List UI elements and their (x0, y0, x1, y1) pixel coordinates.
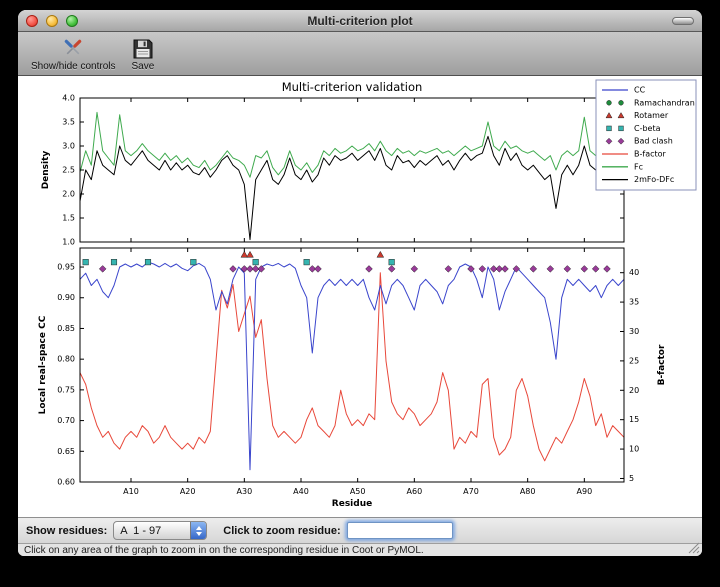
svg-text:A10: A10 (123, 487, 139, 496)
save-icon (132, 36, 154, 60)
svg-text:0.75: 0.75 (57, 385, 75, 394)
close-button[interactable] (26, 15, 38, 27)
svg-text:0.65: 0.65 (57, 447, 75, 456)
svg-text:40: 40 (629, 268, 639, 277)
svg-text:2.0: 2.0 (62, 190, 75, 199)
svg-text:Bad clash: Bad clash (634, 137, 673, 146)
svg-text:0.70: 0.70 (57, 416, 75, 425)
svg-text:A50: A50 (350, 487, 366, 496)
save-button[interactable]: Save (127, 34, 160, 74)
toolbar-button-label: Save (131, 60, 155, 72)
toolbar: Show/hide controls Save (18, 32, 702, 76)
resize-grip[interactable] (687, 541, 700, 554)
svg-text:Residue: Residue (332, 499, 372, 509)
titlebar[interactable]: Multi-criterion plot (18, 10, 702, 32)
svg-text:20: 20 (629, 386, 639, 395)
svg-text:4.0: 4.0 (62, 94, 75, 103)
popup-stepper-icon (190, 522, 207, 539)
svg-text:1.5: 1.5 (62, 214, 75, 223)
plot-area[interactable]: 1.0 1.5 2.0 2.5 3.0 3.5 4.0 0.60 0.65 0.70 0.75 0.8… (18, 76, 702, 517)
zoom-window-button[interactable] (66, 15, 78, 27)
svg-text:3.0: 3.0 (62, 142, 75, 151)
svg-text:A60: A60 (407, 487, 423, 496)
svg-text:Fc: Fc (634, 162, 643, 171)
show-residues-value: A 1 - 97 (120, 524, 162, 537)
svg-text:15: 15 (629, 415, 639, 424)
controls-bar: Show residues: A 1 - 97 Click to zoom re… (18, 517, 702, 543)
svg-text:A90: A90 (577, 487, 593, 496)
svg-text:B-factor: B-factor (634, 150, 667, 159)
svg-text:Local real-space CC: Local real-space CC (38, 315, 48, 414)
svg-text:2mFo-DFc: 2mFo-DFc (634, 175, 674, 184)
svg-text:10: 10 (629, 445, 639, 454)
svg-text:A70: A70 (463, 487, 479, 496)
svg-text:35: 35 (629, 298, 639, 307)
show-hide-controls-button[interactable]: Show/hide controls (26, 34, 121, 74)
zoom-residue-label: Click to zoom residue: (223, 524, 341, 537)
svg-text:A80: A80 (520, 487, 536, 496)
show-residues-select[interactable]: A 1 - 97 (113, 521, 208, 540)
svg-text:0.95: 0.95 (57, 263, 75, 272)
svg-text:CC: CC (634, 86, 646, 95)
svg-text:A30: A30 (237, 487, 253, 496)
svg-text:1.0: 1.0 (62, 238, 75, 247)
svg-text:0.60: 0.60 (57, 478, 75, 487)
svg-text:25: 25 (629, 356, 639, 365)
svg-text:A20: A20 (180, 487, 196, 496)
multi-criterion-chart[interactable]: 1.0 1.5 2.0 2.5 3.0 3.5 4.0 0.60 0.65 0.70 0.75 0.8… (18, 76, 702, 512)
svg-text:0.85: 0.85 (57, 324, 75, 333)
window-title: Multi-criterion plot (307, 13, 413, 28)
svg-text:2.5: 2.5 (62, 166, 75, 175)
toolbar-button-label: Show/hide controls (31, 60, 116, 72)
svg-text:3.5: 3.5 (62, 118, 75, 127)
show-residues-label: Show residues: (26, 524, 108, 537)
svg-text:Rotamer: Rotamer (634, 111, 669, 120)
svg-text:B-factor: B-factor (657, 344, 667, 385)
status-text: Click on any area of the graph to zoom i… (24, 544, 424, 556)
svg-text:A40: A40 (293, 487, 309, 496)
status-bar: Click on any area of the graph to zoom i… (18, 541, 702, 556)
svg-text:Ramachandran: Ramachandran (634, 98, 695, 107)
svg-text:30: 30 (629, 327, 639, 336)
toolbar-toggle-button[interactable] (672, 17, 694, 25)
svg-text:0.90: 0.90 (57, 293, 75, 302)
svg-text:Density: Density (41, 151, 51, 190)
svg-text:5: 5 (629, 474, 634, 483)
tools-icon (60, 36, 86, 60)
traffic-lights (26, 15, 78, 27)
svg-text:0.80: 0.80 (57, 355, 75, 364)
svg-text:Multi-criterion validation: Multi-criterion validation (282, 80, 423, 94)
minimize-button[interactable] (46, 15, 58, 27)
window: Multi-criterion plot Show/hide controls (18, 10, 702, 556)
svg-text:C-beta: C-beta (634, 124, 661, 133)
zoom-residue-input[interactable] (346, 522, 453, 539)
